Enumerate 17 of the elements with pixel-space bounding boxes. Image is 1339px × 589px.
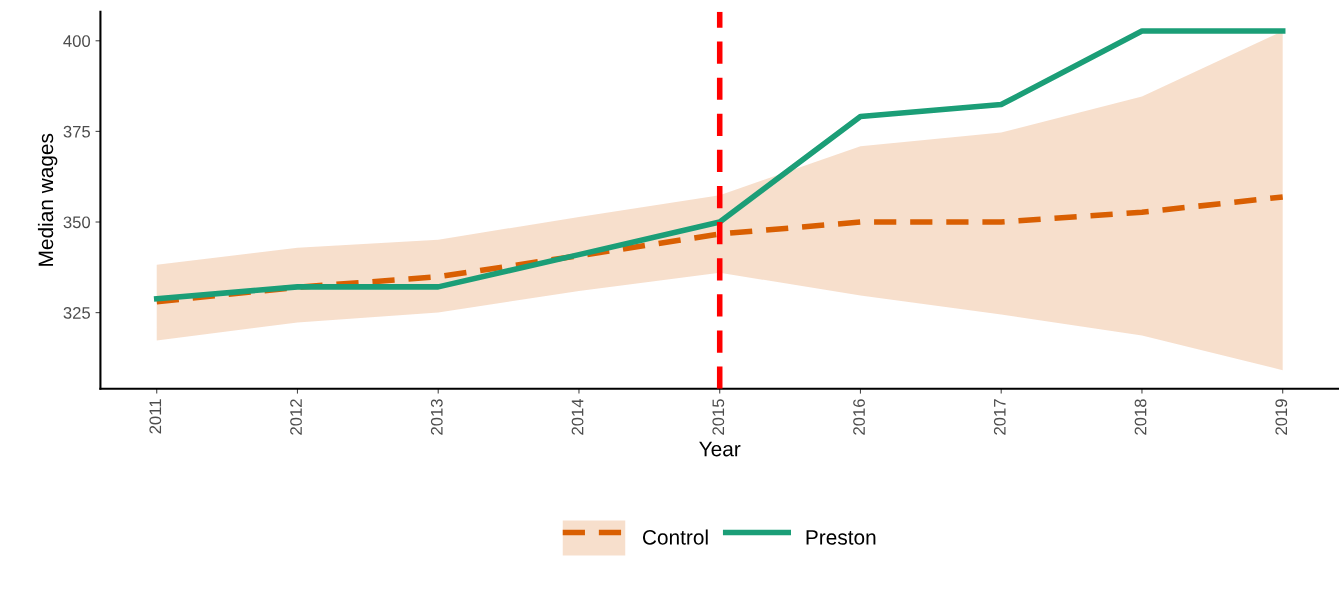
- x-tick-label: 2017: [993, 399, 1006, 435]
- y-tick-label: 325: [63, 307, 91, 319]
- x-tick-label: 2013: [430, 399, 443, 435]
- legend-label: Control: [642, 529, 708, 545]
- x-axis-title: Year: [699, 441, 741, 457]
- x-tick-label: 2016: [853, 399, 865, 435]
- x-tick-label: 2018: [1134, 399, 1147, 435]
- y-tick-label: 350: [63, 216, 91, 229]
- x-tick-label: 2014: [571, 398, 584, 435]
- x-tick-label: 2012: [290, 399, 302, 435]
- legend-label: Preston: [806, 530, 876, 545]
- y-axis-title: Median wages: [37, 133, 58, 266]
- x-tick-label: 2019: [1275, 399, 1288, 435]
- y-tick-label: 375: [63, 125, 91, 138]
- x-tick-label: 2011: [149, 399, 162, 434]
- x-tick-label: 2015: [712, 399, 725, 435]
- y-tick-label: 400: [63, 35, 91, 47]
